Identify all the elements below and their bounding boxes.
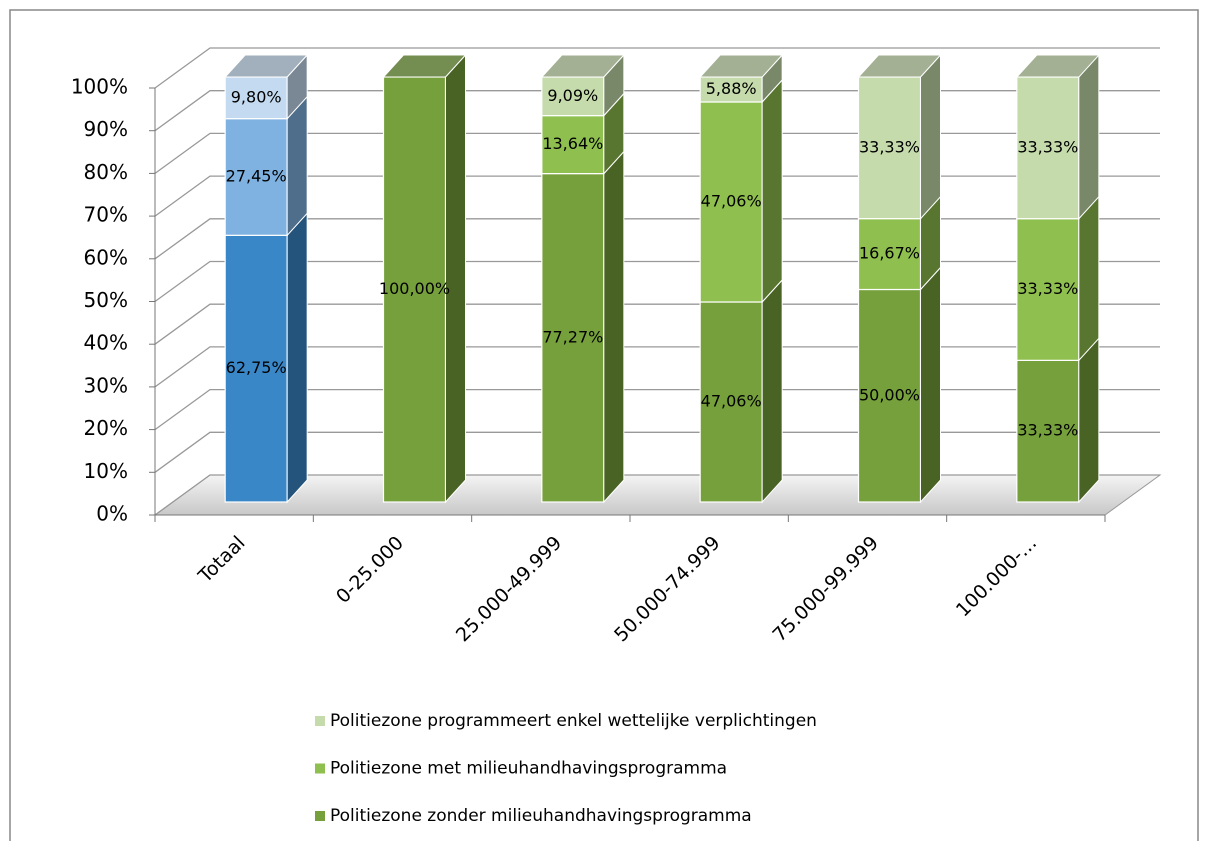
legend-swatch	[315, 811, 325, 821]
x-tick-label: 50.000-74.999	[610, 532, 724, 646]
bar-segment	[857, 76, 922, 220]
legend-label: Politiezone met milieuhandhavingsprogram…	[330, 759, 727, 779]
bar-segment	[1016, 76, 1080, 220]
grid-line	[154, 47, 1160, 89]
x-tick-label: 25.000-49.999	[452, 532, 566, 646]
value-label: 16,67%	[859, 244, 920, 263]
x-tick-label: Totaal	[194, 532, 250, 588]
x-tick-label: 0-25.000	[332, 532, 408, 608]
bar-stack	[382, 53, 467, 504]
value-label: 47,06%	[701, 391, 762, 410]
bar-segment	[857, 218, 922, 291]
value-label: 33,33%	[1017, 421, 1078, 440]
y-tick-label: 70%	[84, 203, 128, 227]
value-label: 77,27%	[542, 327, 603, 346]
bar-segment	[224, 234, 288, 503]
grid-line	[154, 388, 1160, 431]
bar-top	[224, 54, 309, 78]
bar-top	[857, 54, 942, 78]
bar-top	[382, 54, 467, 78]
value-label: 62,75%	[226, 358, 287, 377]
value-label: 13,64%	[542, 134, 603, 153]
bar-side	[920, 53, 941, 220]
legend-label: Politiezone zonder milieuhandhavingsprog…	[330, 806, 752, 826]
legend-swatch	[315, 763, 325, 774]
grid-line	[154, 260, 1160, 303]
value-label: 5,88%	[706, 79, 757, 98]
y-tick-label: 30%	[84, 373, 128, 397]
value-label: 33,33%	[1017, 279, 1078, 298]
y-tick-label: 10%	[84, 459, 128, 483]
y-tick-label: 20%	[84, 416, 128, 440]
bar-side	[761, 78, 783, 304]
y-tick-label: 40%	[84, 331, 128, 355]
value-label: 9,80%	[231, 87, 282, 106]
grid-line	[154, 303, 1160, 345]
bar-stack	[540, 53, 625, 504]
grid-line	[154, 218, 1160, 260]
grid-line	[154, 474, 1160, 516]
legend-label: Politiezone programmeert enkel wettelijk…	[330, 711, 817, 731]
bar-top	[540, 54, 625, 78]
value-label: 50,00%	[859, 385, 920, 404]
bar-stack	[857, 53, 942, 504]
bar-segment	[224, 118, 288, 236]
bar-side	[603, 150, 625, 504]
bar-segment	[1016, 359, 1080, 503]
y-tick-label: 0%	[96, 502, 128, 526]
bar-segment	[699, 301, 763, 503]
value-label: 9,09%	[547, 86, 598, 105]
bar-side	[1078, 53, 1100, 220]
bar-stack	[1015, 53, 1100, 504]
grid-line	[154, 346, 1160, 388]
x-tick-label: 100.000-…	[952, 532, 1041, 621]
bar-side	[286, 212, 308, 504]
y-tick-label: 90%	[84, 117, 128, 141]
grid-line	[154, 175, 1160, 217]
bar-side	[1078, 337, 1100, 504]
legend-swatch	[315, 716, 325, 726]
grid-line	[154, 431, 1160, 473]
x-tick-label: 75.000-99.999	[768, 532, 882, 646]
bar-side	[920, 266, 941, 504]
y-tick-label: 50%	[84, 288, 128, 312]
frame	[9, 9, 1199, 841]
bar-segment	[541, 173, 605, 503]
bar-segment	[857, 288, 922, 503]
bar-top	[1015, 54, 1100, 78]
y-tick-label: 80%	[84, 160, 128, 184]
bar-side	[286, 95, 308, 237]
value-label: 100,00%	[379, 279, 450, 298]
value-label: 33,33%	[1017, 137, 1078, 156]
value-label: 27,45%	[226, 166, 287, 185]
bar-top	[699, 54, 784, 78]
value-label: 33,33%	[859, 137, 920, 156]
bar-stack	[699, 53, 784, 504]
value-label: 47,06%	[701, 191, 762, 210]
y-tick-label: 60%	[84, 245, 128, 269]
bar-side	[1078, 195, 1100, 362]
grid-line	[154, 90, 1160, 132]
bar-stack	[224, 53, 309, 504]
bar-side	[761, 278, 783, 504]
bar-segment	[699, 101, 763, 303]
y-tick-label: 100%	[71, 75, 128, 99]
grid-line	[154, 132, 1160, 174]
